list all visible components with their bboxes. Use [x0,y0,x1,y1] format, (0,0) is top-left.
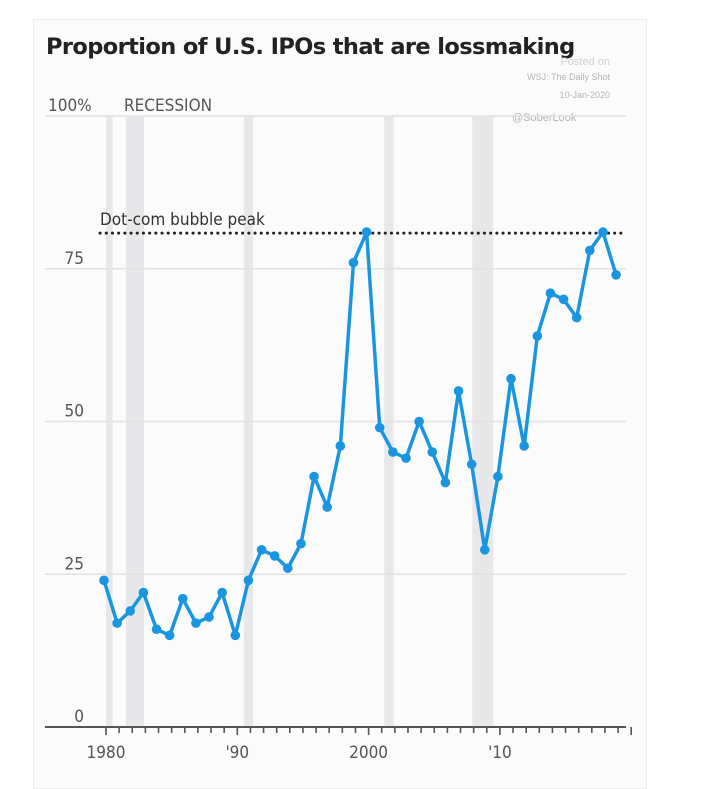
data-point [151,624,162,635]
data-point [506,373,516,384]
data-point [256,545,267,555]
x-tick-label: 1980 [87,743,126,763]
x-axis: 1980 '90 2000 '10 [45,726,633,763]
data-point [585,245,595,256]
data-point [125,606,136,616]
data-point [191,618,201,628]
data-point [374,422,385,433]
chart-title: Proportion of U.S. IPOs that are lossmak… [46,34,575,60]
y-tick-label: 25 [65,554,84,574]
data-point [598,227,608,237]
data-point [296,538,306,549]
data-point [322,502,333,512]
x-tick-label: '90 [225,743,249,763]
data-point [611,270,621,280]
data-point [571,312,582,323]
data-point [558,294,569,305]
data-point [99,575,109,586]
data-point [164,630,175,641]
data-point [388,447,398,457]
series-line [102,230,618,638]
data-point [335,441,346,451]
y-tick-label: 0 [74,707,84,727]
data-point [532,331,543,341]
data-point [112,618,122,628]
x-tick-label: 2000 [349,743,388,763]
data-point [138,587,149,598]
y-tick-labels: 0 25 50 75 100% [48,96,92,727]
y-tick-label: 100% [48,96,92,116]
data-point [177,593,188,604]
data-point [545,288,556,298]
credit-date: 10-Jan-2020 [559,90,610,100]
recession-legend-label: RECESSION [124,96,212,116]
peak-annotation-label: Dot-com bubble peak [100,210,265,230]
data-point [348,257,359,268]
gridlines [45,115,626,575]
credit-handle: @SoberLook [512,112,577,124]
data-point [519,441,529,451]
data-point [217,587,227,598]
annotations: Dot-com bubble peak [98,210,626,235]
data-point [361,227,372,237]
data-point [283,563,293,573]
data-point [401,453,411,463]
data-point [479,545,490,555]
x-tick-label: '10 [488,743,512,763]
data-point [269,551,280,561]
credit-source: WSJ: The Daily Shot [527,72,610,82]
data-point [440,477,451,488]
data-point [466,459,477,470]
data-point [230,630,241,641]
series [99,227,621,641]
y-tick-label: 50 [65,402,84,422]
credit-posted: Posted on [560,56,610,68]
data-point [453,386,464,396]
data-point [243,575,254,586]
data-point [427,447,438,457]
y-tick-label: 75 [65,249,84,269]
data-point [204,612,214,622]
data-point [309,471,319,482]
data-point [493,471,503,482]
data-point [414,416,424,427]
